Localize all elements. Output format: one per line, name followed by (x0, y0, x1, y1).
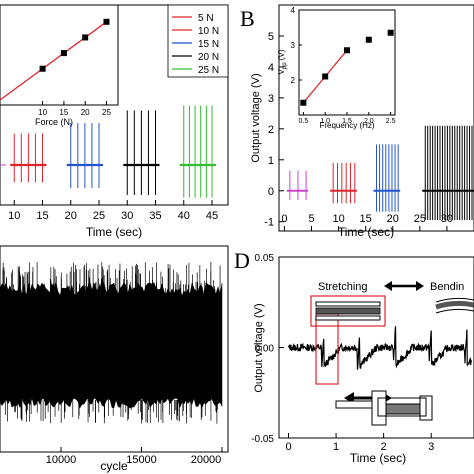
panel-a: 10 15 20 25 30 35 40 45 10 15 20 25 Force (N) 5 N 1… (0, 4, 229, 239)
panel-a-inset-xlabel: Force (N) (35, 117, 73, 127)
panel-d: D -0.05 0.00 0.05 0 1 2 3 Output voltage (V) T… (234, 248, 474, 465)
panel-b-inset-x-tick-label: 0.5 (298, 118, 308, 125)
panel-c-frame (0, 245, 229, 453)
panel-d-stretching-device (310, 295, 386, 327)
panel-b-bursts (286, 125, 474, 221)
panel-d-x-tick-label: 2 (381, 441, 387, 453)
panel-d-letter: D (234, 248, 250, 273)
panel-b-ylabel: Output voltage (V) (250, 73, 262, 162)
panel-a-x-tick-label: 45 (206, 210, 218, 222)
panel-a-x-tick-label: 25 (93, 210, 105, 222)
panel-d-xlabel: Time (sec) (350, 451, 406, 465)
panel-b-x-tick-label: 5 (308, 213, 314, 225)
panel-d-tensile-fixture (335, 390, 433, 426)
panel-c: 5000100001500020000 cycle (0, 245, 229, 473)
panel-b-y-tick-label: 2 (268, 124, 274, 136)
panel-b-y-tick-label: 5 (268, 31, 274, 43)
panel-d-x-tick-label: 1 (333, 441, 339, 453)
panel-b-inset-y-tick-label: 3 (291, 41, 296, 50)
panel-c-x-tick-label: 15000 (126, 454, 157, 466)
panel-b-inset-point (387, 29, 394, 36)
panel-b-x-tick-label: 10 (332, 213, 344, 225)
panel-b-inset-ylabel: Vpp (V) (277, 49, 288, 74)
panel-d-x-tick-label: 0 (285, 441, 291, 453)
panel-a-inset-fit-line (0, 21, 107, 101)
panel-c-x-tick-label: 10000 (46, 454, 77, 466)
panel-a-inset-point (103, 18, 110, 25)
panel-b-inset-y-tick-label: 4 (291, 6, 296, 15)
panel-a-legend: 5 N 10 N 15 N 20 N 25 N (167, 4, 229, 78)
panel-a-legend-label: 25 N (198, 65, 219, 76)
panel-d-ylabel: Output voltage (V) (253, 303, 265, 392)
panel-b-xlabel: Time (sec) (338, 225, 394, 239)
panel-b-inset-y-tick-label: 2 (291, 76, 296, 85)
panel-d-signal-trace (287, 326, 473, 370)
panel-c-x-tick-label: 20000 (191, 454, 222, 466)
panel-b-x-tick-label: 20 (387, 213, 399, 225)
panel-a-inset-frame (0, 4, 119, 106)
panel-b-y-tick-label: -1 (264, 217, 274, 229)
panel-a-legend-label: 20 N (198, 52, 219, 63)
panel-a-inset-x-tick-label: 25 (102, 108, 111, 117)
panel-b-inset-x-tick-label: 1.5 (342, 118, 352, 125)
panel-a-inset-point (60, 50, 67, 57)
panel-a-bursts (0, 105, 216, 198)
panel-a-inset-x-tick-label: 15 (59, 108, 68, 117)
panel-a-legend-label: 10 N (198, 26, 219, 37)
panel-a-legend-label: 5 N (198, 13, 214, 24)
panel-d-double-arrow-top (384, 281, 424, 291)
panel-c-xlabel: cycle (100, 459, 128, 473)
panel-d-stretching-label: Stretching (318, 281, 368, 293)
panel-b-inset-x-tick-label: 1.0 (320, 118, 330, 125)
panel-d-bending-label: Bendin (430, 281, 464, 293)
panel-b-y-tick-label: 4 (268, 62, 274, 74)
panel-a-x-ticks: 10 15 20 25 30 35 40 45 (8, 200, 218, 222)
panel-d-bending-device (435, 297, 474, 314)
panel-b-x-tick-label: 15 (360, 213, 372, 225)
panel-b-y-tick-label: 1 (268, 155, 274, 167)
panel-d-y-tick-label: 0.05 (255, 253, 275, 264)
panel-a-x-tick-label: 35 (149, 210, 161, 222)
panel-b-x-tick-label: 0 (281, 213, 287, 225)
panel-d-y-tick-label: 0.00 (255, 344, 275, 355)
panel-b-inset-point (322, 73, 329, 80)
panel-d-y-tick-label: -0.05 (251, 434, 274, 445)
panel-c-spikes (0, 262, 221, 424)
panel-a-x-tick-label: 20 (65, 210, 77, 222)
panel-b-inset-point (344, 47, 350, 54)
panel-a-inset-x-tick-label: 10 (38, 108, 47, 117)
panel-b: B -1012345051015202530 Output voltage (V… (240, 4, 474, 239)
panel-a-legend-label: 15 N (198, 39, 219, 50)
panel-a-inset-x-tick-label: 20 (81, 108, 90, 117)
panel-b-frame (278, 4, 474, 232)
panel-a-x-tick-label: 30 (121, 210, 133, 222)
panel-a-inset-point (39, 65, 46, 72)
panel-b-x-tick-label: 25 (414, 213, 426, 225)
panel-a-x-tick-label: 40 (178, 210, 190, 222)
panel-a-inset-points (0, 18, 110, 101)
panel-b-inset: 2 3 4 0.5 1.0 1.5 2.0 2.5 Vpp (V) Frequency (Hz… (277, 6, 396, 130)
panel-b-inset-point (365, 36, 372, 43)
panel-b-inset-xlabel: Frequency (Hz) (319, 121, 374, 130)
panel-a-inset: 10 15 20 25 Force (N) (0, 4, 119, 127)
panel-d-x-tick-label: 3 (428, 441, 434, 453)
panel-b-y-tick-label: 0 (268, 186, 274, 198)
panel-c-x-ticks: 5000100001500020000 (46, 447, 223, 466)
panel-c-signal-envelope (0, 281, 223, 409)
panel-a-inset-ticks: 10 15 20 25 (38, 101, 111, 117)
panel-a-inset-point (82, 34, 89, 41)
panel-b-letter: B (240, 6, 255, 31)
panel-b-inset-x-tick-label: 2.5 (386, 118, 396, 125)
panel-b-inset-frame (298, 9, 396, 116)
panel-a-xlabel: Time (sec) (86, 225, 142, 239)
panel-b-y-tick-label: 3 (268, 93, 274, 105)
panel-b-inset-point (300, 99, 307, 106)
panel-d-ticks: -0.05 0.00 0.05 0 1 2 3 (251, 253, 434, 453)
panel-b-inset-x-tick-label: 2.0 (364, 118, 374, 125)
panel-b-inset-ticks: 2 3 4 0.5 1.0 1.5 2.0 2.5 (291, 6, 396, 125)
panel-a-x-tick-label: 10 (8, 210, 20, 222)
panel-a-x-tick-label: 15 (36, 210, 48, 222)
panel-b-inset-points (300, 29, 394, 106)
